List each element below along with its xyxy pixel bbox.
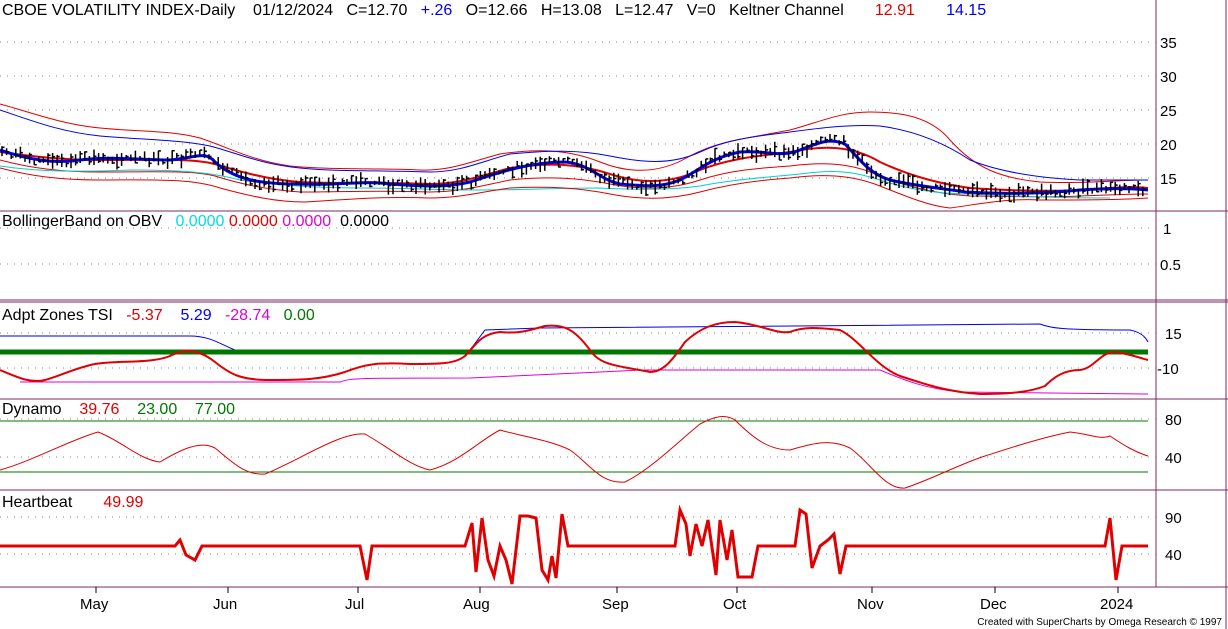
quote-date: 01/12/2024 xyxy=(253,2,334,19)
cyan-line xyxy=(0,165,1111,199)
month-label-sep: Sep xyxy=(602,596,629,613)
price-bars xyxy=(1,133,1146,203)
inner-lower-band xyxy=(0,159,1149,198)
dynamo-tick-40: 40 xyxy=(1165,450,1182,467)
tsi-value-2: 5.29 xyxy=(180,307,212,324)
quote-high: H=13.08 xyxy=(540,2,602,19)
dynamo-value-2: 23.00 xyxy=(137,401,178,418)
month-label-jun: Jun xyxy=(213,596,237,613)
heartbeat-tick-40: 40 xyxy=(1165,547,1182,564)
month-ticks xyxy=(95,587,1119,593)
tsi-header: Adpt Zones TSI -5.37 5.29 -28.74 0.00 xyxy=(2,307,315,325)
price-tick-20: 20 xyxy=(1160,137,1177,154)
month-label-dec: Dec xyxy=(980,596,1007,613)
tsi-upper-blue xyxy=(0,323,1149,351)
price-tick-15: 15 xyxy=(1160,171,1177,188)
obv-tick-0-5: 0.5 xyxy=(1160,257,1181,274)
obv-value-1: 0.0000 xyxy=(175,213,225,230)
heartbeat-panel xyxy=(0,504,1148,585)
month-label-nov: Nov xyxy=(857,596,884,613)
keltner-center-line xyxy=(0,139,1149,195)
symbol-name: CBOE VOLATILITY INDEX-Daily xyxy=(2,2,236,19)
quote-volume: V=0 xyxy=(686,2,716,19)
obv-value-2: 0.0000 xyxy=(228,213,278,230)
tsi-panel xyxy=(0,320,1149,396)
dynamo-name: Dynamo xyxy=(2,401,62,418)
price-tick-35: 35 xyxy=(1160,35,1177,52)
price-tick-25: 25 xyxy=(1160,103,1177,120)
dynamo-header: Dynamo 39.76 23.00 77.00 xyxy=(2,401,235,419)
x-axis-months: May Jun Jul Aug Sep Oct Nov Dec 2024 xyxy=(80,596,1133,613)
obv-name: BollingerBand on OBV xyxy=(2,213,163,230)
quote-open: O=12.66 xyxy=(465,2,528,19)
month-label-2024: 2024 xyxy=(1100,596,1133,613)
heartbeat-name: Heartbeat xyxy=(2,494,73,511)
quote-change: +.26 xyxy=(420,2,453,19)
month-label-aug: Aug xyxy=(463,596,490,613)
dynamo-tick-80: 80 xyxy=(1165,412,1182,429)
heartbeat-line xyxy=(0,504,1148,585)
tsi-value-4: 0.00 xyxy=(283,307,315,324)
dynamo-line xyxy=(0,416,1149,489)
tsi-value-1: -5.37 xyxy=(126,307,163,324)
obv-value-4: 0.0000 xyxy=(340,213,389,230)
month-label-may: May xyxy=(80,596,109,613)
obv-tick-1: 1 xyxy=(1163,221,1171,238)
tsi-tick-minus10: -10 xyxy=(1157,361,1179,378)
month-label-oct: Oct xyxy=(723,596,747,613)
quote-low: L=12.47 xyxy=(615,2,674,19)
indicator-name: Keltner Channel xyxy=(729,2,844,19)
keltner-value-2: 14.15 xyxy=(946,2,987,19)
quote-close: C=12.70 xyxy=(346,2,408,19)
outer-upper-band xyxy=(0,103,1149,184)
obv-header: BollingerBand on OBV 0.0000 0.0000 0.000… xyxy=(2,213,389,231)
tsi-lower-magenta xyxy=(20,369,1149,395)
right-axis: 35 30 25 20 15 1 0.5 15 -10 80 40 90 40 xyxy=(1157,35,1182,564)
tsi-red-line xyxy=(0,320,1149,396)
tsi-tick-15: 15 xyxy=(1165,326,1182,343)
dynamo-value-1: 39.76 xyxy=(79,401,120,418)
credit-text: Created with SuperCharts by Omega Resear… xyxy=(977,617,1222,628)
price-tick-30: 30 xyxy=(1160,69,1177,86)
heartbeat-header: Heartbeat 49.99 xyxy=(2,494,143,512)
keltner-value-1: 12.91 xyxy=(874,2,915,19)
heartbeat-value-1: 49.99 xyxy=(103,494,144,511)
month-label-jul: Jul xyxy=(345,596,364,613)
dynamo-value-3: 77.00 xyxy=(195,401,236,418)
inner-upper-band xyxy=(0,109,1148,181)
price-panel xyxy=(0,103,1149,209)
obv-value-3: 0.0000 xyxy=(282,213,332,230)
outer-lower-band xyxy=(0,167,1149,209)
price-header: CBOE VOLATILITY INDEX-Daily 01/12/2024 C… xyxy=(2,2,986,20)
gridlines xyxy=(0,41,1156,555)
heartbeat-tick-90: 90 xyxy=(1165,510,1182,527)
dynamo-panel xyxy=(0,416,1149,489)
tsi-value-3: -28.74 xyxy=(224,307,271,324)
tsi-name: Adpt Zones TSI xyxy=(2,307,113,324)
